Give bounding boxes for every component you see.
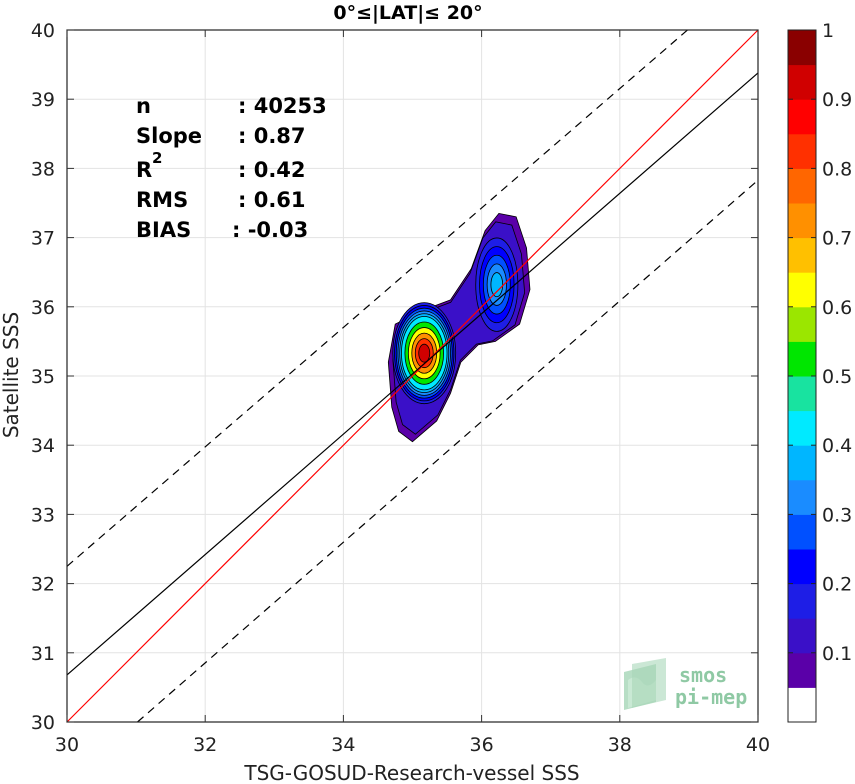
- y-axis-ticks: 30 31 32 33 34 35 36 37 38 39 40: [31, 20, 758, 734]
- y-tick-label: 37: [31, 228, 55, 250]
- x-tick-label: 36: [470, 734, 494, 756]
- density-contours: [387, 212, 531, 443]
- colorbar-segment: [788, 237, 816, 273]
- colorbar-segment: [788, 410, 816, 446]
- stat-label-slope: Slope: [136, 124, 202, 148]
- colorbar-segment: [788, 514, 816, 550]
- contour-level: [490, 272, 504, 298]
- colorbar-segment: [788, 272, 816, 308]
- x-tick-label: 30: [55, 734, 79, 756]
- colorbar-segment: [788, 341, 816, 377]
- regression-line: [66, 72, 759, 676]
- colorbar-segment: [788, 133, 816, 169]
- y-tick-label: 39: [31, 89, 55, 111]
- colorbar-tick-label: 0.7: [822, 228, 852, 250]
- chart-title: 0°≤|LAT|≤ 20°: [333, 2, 482, 24]
- colorbar-ticks: 0.1 0.2 0.3 0.4 0.5 0.6 0.7 0.8 0.9 1: [788, 20, 852, 665]
- logo-text-line1: smos: [679, 663, 727, 687]
- y-tick-label: 35: [31, 366, 55, 388]
- colorbar-segment: [788, 445, 816, 481]
- colorbar-tick-label: 0.3: [822, 504, 852, 526]
- colorbar-segment: [788, 203, 816, 239]
- y-tick-label: 32: [31, 574, 55, 596]
- stat-value-slope: : 0.87: [238, 124, 306, 148]
- y-tick-label: 36: [31, 297, 55, 319]
- y-axis-label: Satellite SSS: [0, 312, 23, 438]
- x-tick-label: 34: [331, 734, 355, 756]
- logo-text-line2: pi-mep: [675, 685, 747, 709]
- colorbar-tick-label: 0.2: [822, 574, 852, 596]
- stat-value-r2: : 0.42: [238, 158, 306, 182]
- smos-pi-mep-logo: smos pi-mep: [624, 658, 747, 710]
- stat-label-n: n: [136, 94, 151, 118]
- reference-lines: [66, 29, 759, 723]
- contour-level: [418, 343, 431, 363]
- colorbar-segment: [788, 618, 816, 654]
- colorbar: [787, 29, 817, 723]
- stat-label-rms: RMS: [136, 188, 188, 212]
- colorbar-tick-label: 0.1: [822, 643, 852, 665]
- colorbar-segment: [788, 687, 816, 723]
- x-tick-label: 32: [193, 734, 217, 756]
- colorbar-segment: [788, 652, 816, 688]
- colorbar-segment: [788, 64, 816, 100]
- colorbar-segment: [788, 376, 816, 412]
- one-to-one-line: [66, 29, 759, 723]
- colorbar-tick-label: 1: [822, 20, 834, 42]
- logo-wave-icon: [624, 658, 666, 710]
- colorbar-segment: [788, 479, 816, 515]
- x-tick-label: 38: [608, 734, 632, 756]
- y-tick-label: 38: [31, 158, 55, 180]
- y-tick-label: 33: [31, 504, 55, 526]
- colorbar-segment: [788, 168, 816, 204]
- colorbar-segment: [788, 306, 816, 342]
- colorbar-segment: [788, 583, 816, 619]
- stats-box: n : 40253 Slope : 0.87 R 2 : 0.42 RMS : …: [136, 94, 327, 242]
- y-tick-label: 40: [31, 20, 55, 42]
- y-tick-label: 30: [31, 712, 55, 734]
- y-tick-label: 31: [31, 643, 55, 665]
- stat-label-r: R: [136, 158, 152, 182]
- colorbar-tick-label: 0.5: [822, 366, 852, 388]
- colorbar-segment: [788, 30, 816, 66]
- colorbar-tick-label: 0.4: [822, 435, 852, 457]
- colorbar-tick-label: 0.9: [822, 89, 852, 111]
- x-axis-ticks: 30 32 34 36 38 40: [55, 30, 770, 756]
- colorbar-tick-label: 0.8: [822, 158, 852, 180]
- colorbar-segment: [788, 549, 816, 585]
- stat-label-r-superscript: 2: [152, 149, 162, 167]
- upper-bound-line: [66, 29, 688, 567]
- colorbar-tick-label: 0.6: [822, 297, 852, 319]
- stat-value-rms: : 0.61: [238, 188, 306, 212]
- stat-value-n: : 40253: [238, 94, 327, 118]
- y-tick-label: 34: [31, 435, 55, 457]
- stat-value-bias: : -0.03: [232, 218, 308, 242]
- lower-bound-line: [137, 179, 759, 723]
- stat-label-bias: BIAS: [136, 218, 191, 242]
- colorbar-segment: [788, 99, 816, 135]
- x-tick-label: 40: [746, 734, 770, 756]
- x-axis-label: TSG-GOSUD-Research-vessel SSS: [243, 761, 579, 784]
